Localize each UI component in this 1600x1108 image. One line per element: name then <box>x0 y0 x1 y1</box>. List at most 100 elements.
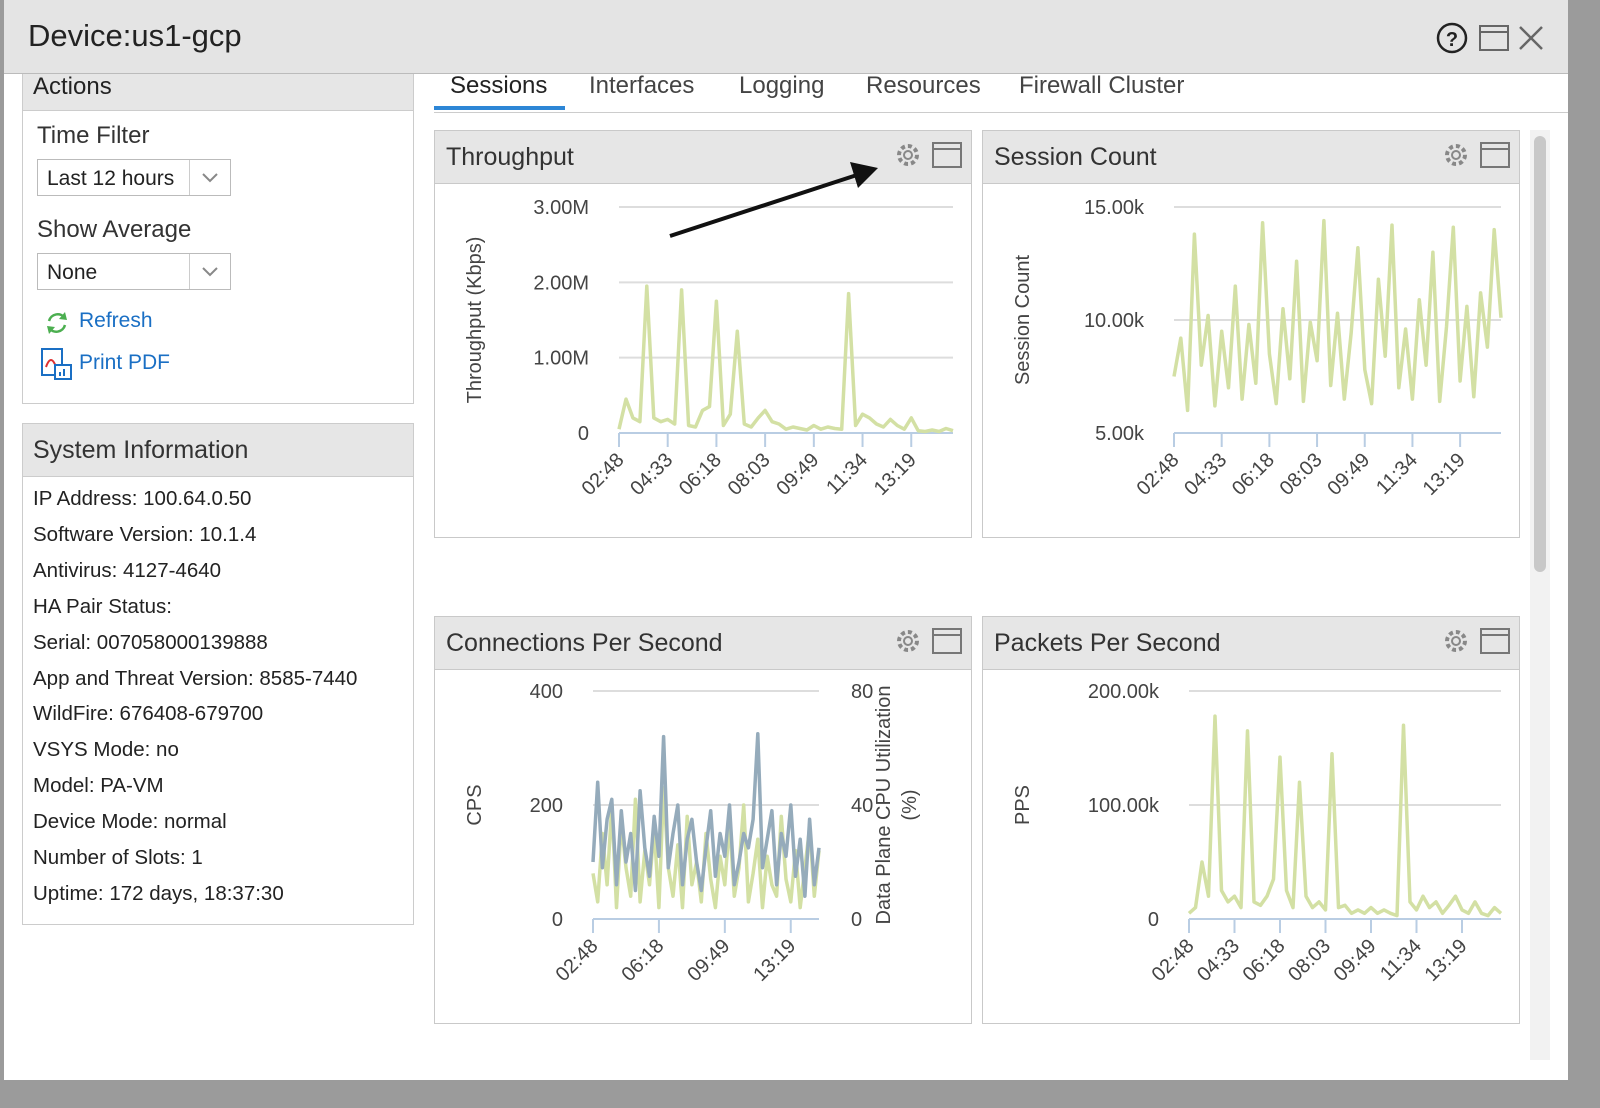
select-value: Last 12 hours <box>47 167 174 190</box>
y-tick-label: 5.00k <box>1095 423 1145 445</box>
refresh-icon <box>43 309 71 337</box>
info-line: Serial: 007058000139888 <box>33 631 268 655</box>
tab[interactable]: Logging <box>739 72 824 100</box>
info-line: Model: PA-VM <box>33 774 164 798</box>
x-tick-label: 09:49 <box>1323 449 1374 500</box>
y-tick-label: 3.00M <box>533 197 589 219</box>
x-tick-label: 13:19 <box>870 449 921 500</box>
x-tick-label: 06:18 <box>617 935 668 986</box>
info-line: Software Version: 10.1.4 <box>33 523 256 547</box>
panel-title: Connections Per Second <box>446 629 723 658</box>
x-tick-label: 04:33 <box>1193 935 1244 986</box>
panel-header: Packets Per Second <box>983 617 1519 670</box>
window-controls[interactable]: ? <box>1434 20 1564 56</box>
x-tick-label: 09:49 <box>1330 935 1381 986</box>
gear-icon <box>899 632 917 650</box>
dropdown-arrow <box>189 254 230 289</box>
chart: 5.00k10.00k15.00kSession Count02:4804:33… <box>983 184 1519 537</box>
chart-panel: Session Count5.00k10.00k15.00kSession Co… <box>982 130 1520 538</box>
scrollbar-track <box>1530 130 1550 1060</box>
refresh-link[interactable]: Refresh <box>79 309 153 333</box>
tab[interactable]: Interfaces <box>589 72 694 100</box>
maximize-icon <box>933 629 961 653</box>
y-tick-label: 400 <box>530 681 563 703</box>
tab[interactable]: Sessions <box>450 72 547 100</box>
x-tick-label: 13:19 <box>1419 449 1470 500</box>
x-tick-label: 04:33 <box>626 449 677 500</box>
select-value: None <box>47 261 97 284</box>
y-axis-title: Session Count <box>1012 255 1034 386</box>
y2-tick-label: 80 <box>851 681 873 703</box>
info-line: App and Threat Version: 8585-7440 <box>33 667 357 691</box>
system-info-header: System Information <box>23 424 413 477</box>
gear-icon <box>1447 632 1465 650</box>
tab[interactable]: Resources <box>866 72 981 100</box>
info-line: VSYS Mode: no <box>33 738 179 762</box>
x-tick-label: 06:18 <box>1239 935 1290 986</box>
panel-controls[interactable] <box>890 137 970 177</box>
y-tick-label: 200 <box>530 795 563 817</box>
panel-controls[interactable] <box>1438 623 1518 663</box>
x-tick-label: 08:03 <box>1276 449 1327 500</box>
y-axis-title: PPS <box>1012 785 1034 825</box>
y-tick-label: 15.00k <box>1084 197 1145 219</box>
maximize-icon <box>933 143 961 167</box>
info-line: HA Pair Status: <box>33 595 172 619</box>
annotation-arrow <box>664 160 894 250</box>
info-line: Uptime: 172 days, 18:37:30 <box>33 882 284 906</box>
x-tick-label: 09:49 <box>772 449 823 500</box>
y-tick-label: 100.00k <box>1088 795 1160 817</box>
x-tick-label: 06:18 <box>1228 449 1279 500</box>
panel-header: Connections Per Second <box>435 617 971 670</box>
gear-hole <box>1452 637 1460 645</box>
chart: 0 100.00k 200.00k PPS 02:4804:3306:1808:0309… <box>983 670 1519 1023</box>
y-tick-label: 0 <box>552 909 563 931</box>
section-title: Actions <box>33 73 112 101</box>
window-title: Device:us1-gcp <box>28 18 242 54</box>
chart-panel: Packets Per Second 0 100.00k 200.00k PPS 02:4… <box>982 616 1520 1024</box>
print-pdf-link[interactable]: Print PDF <box>79 351 170 375</box>
data-line <box>1189 716 1501 916</box>
label: Show Average <box>37 216 191 244</box>
maximize-icon <box>1481 629 1509 653</box>
info-line: Device Mode: normal <box>33 810 227 834</box>
y-tick-label: 200.00k <box>1088 681 1160 703</box>
y-tick-label: 1.00M <box>533 348 589 370</box>
x-tick-label: 02:48 <box>552 935 603 986</box>
x-tick-label: 02:48 <box>1148 935 1199 986</box>
y2-tick-label: 40 <box>851 795 873 817</box>
label: Time Filter <box>37 122 149 150</box>
pdf-icon <box>39 347 73 381</box>
x-tick-label: 09:49 <box>683 935 734 986</box>
info-line: IP Address: 100.64.0.50 <box>33 487 251 511</box>
gear-hole <box>904 637 912 645</box>
dropdown-arrow <box>189 160 230 195</box>
x-tick-label: 02:48 <box>1133 449 1184 500</box>
y-tick-label: 10.00k <box>1084 310 1145 332</box>
data-line <box>619 286 953 431</box>
gear-hole <box>1452 151 1460 159</box>
section-title: System Information <box>33 436 248 465</box>
y-tick-label: 0 <box>1148 909 1159 931</box>
gear-hole <box>904 151 912 159</box>
panel-controls[interactable] <box>890 623 970 663</box>
data-line <box>1174 221 1501 411</box>
tab-underline <box>434 106 565 110</box>
y-tick-label: 2.00M <box>533 272 589 294</box>
x-tick-label: 11:34 <box>1376 935 1426 985</box>
x-tick-label: 11:34 <box>822 449 872 499</box>
x-tick-label: 13:19 <box>749 935 800 986</box>
x-tick-label: 11:34 <box>1372 449 1422 499</box>
scrollbar-thumb[interactable] <box>1534 136 1546 572</box>
gear-icon <box>899 146 917 164</box>
system-info-panel: System Information IP Address: 100.64.0.… <box>22 423 414 925</box>
title-bar: Device:us1-gcp ? <box>4 0 1568 74</box>
tab[interactable]: Firewall Cluster <box>1019 72 1184 100</box>
panel-controls[interactable] <box>1438 137 1518 177</box>
info-line: Number of Slots: 1 <box>33 846 203 870</box>
gear-icon <box>1447 146 1465 164</box>
x-tick-label: 08:03 <box>1284 935 1335 986</box>
show-average-select[interactable]: None <box>37 253 231 290</box>
time-filter-select[interactable]: Last 12 hours <box>37 159 231 196</box>
